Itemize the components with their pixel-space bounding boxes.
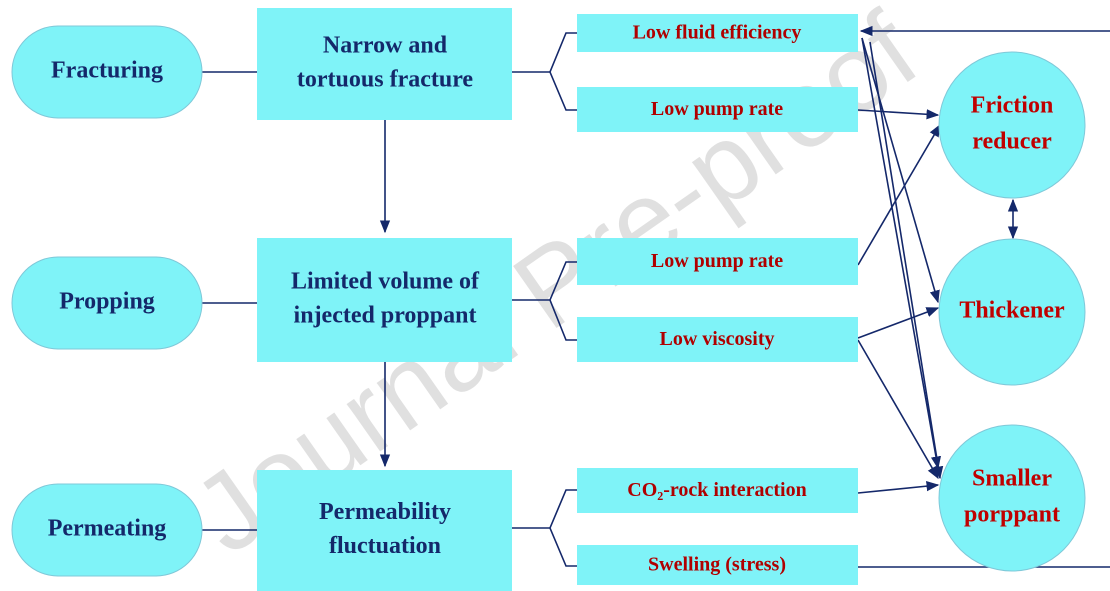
cause-label: Low pump rate: [651, 98, 783, 120]
cause-label: CO₂-rock interaction: [627, 479, 806, 501]
problem-box: [257, 470, 512, 591]
solution-label: Smaller: [972, 466, 1052, 492]
cause-label: Low pump rate: [651, 250, 783, 272]
stage-label: Propping: [59, 289, 155, 315]
problem-label: Permeability: [319, 499, 451, 525]
solution-label: porppant: [964, 502, 1060, 528]
cause-label: Low viscosity: [660, 328, 775, 350]
cause-box: [577, 545, 858, 585]
problem-label: Limited volume of: [291, 269, 480, 295]
stage-label: Permeating: [48, 516, 167, 542]
solution-label: Friction: [971, 93, 1054, 119]
cause-box: [577, 87, 858, 132]
solution-circle: [938, 424, 1086, 572]
connectors: [202, 25, 1110, 568]
cause-box: [577, 317, 858, 362]
problem-label: injected proppant: [294, 303, 477, 329]
problem-box: [257, 8, 512, 120]
solution-label: Thickener: [959, 298, 1065, 324]
problem-label: fluctuation: [329, 533, 441, 559]
problem-box: [257, 238, 512, 362]
stage-pill: [11, 256, 203, 350]
cause-box: [577, 238, 858, 285]
stage-label: Fracturing: [51, 58, 163, 84]
problem-label: tortuous fracture: [297, 67, 474, 93]
solution-circle: [938, 51, 1086, 199]
solution-circle: [938, 238, 1086, 386]
stage-pill: [11, 483, 203, 577]
cause-box: [577, 14, 858, 52]
problem-label: Narrow and: [323, 33, 448, 59]
solution-label: reducer: [972, 129, 1052, 155]
cause-label: Swelling (stress): [648, 554, 786, 576]
cause-box: [577, 468, 858, 513]
cause-label: Low fluid efficiency: [633, 22, 802, 44]
stage-pill: [11, 25, 203, 119]
